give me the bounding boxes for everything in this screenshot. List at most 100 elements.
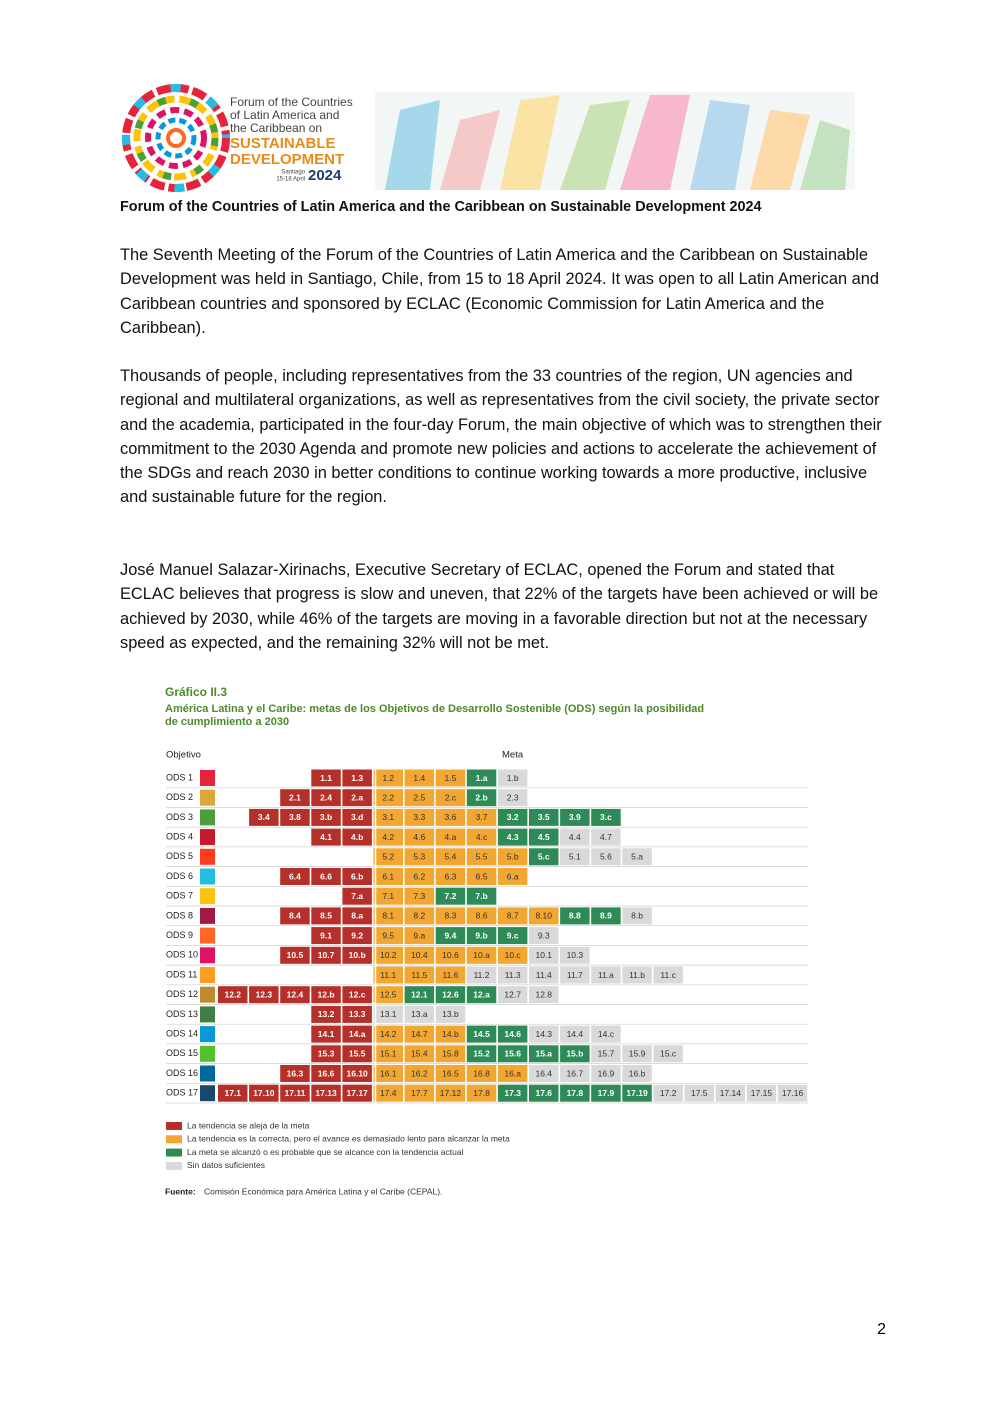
target-code: 6.3 <box>445 871 457 881</box>
target-code: 9.3 <box>538 930 550 940</box>
legend-label: La meta se alcanzó o es probable que se … <box>187 1147 464 1157</box>
legend-swatch <box>166 1135 182 1144</box>
target-cell <box>560 808 590 826</box>
target-code: 8.1 <box>382 911 394 921</box>
target-code: 12.a <box>473 989 490 999</box>
target-cell <box>373 986 403 1004</box>
target-cell <box>497 907 528 925</box>
target-cell <box>435 946 466 964</box>
target-cell <box>373 1045 403 1063</box>
target-code: 16.3 <box>287 1068 304 1078</box>
target-code: 4.a <box>445 832 457 842</box>
target-cell <box>435 868 466 885</box>
target-code: 1.4 <box>413 773 425 783</box>
target-cell <box>373 868 403 885</box>
sdg-icon <box>200 1065 215 1082</box>
target-code: 9.5 <box>382 930 394 940</box>
target-code: 11.3 <box>505 970 521 980</box>
target-code: 11.c <box>660 970 676 980</box>
banner <box>375 92 855 190</box>
target-cell <box>591 1084 621 1102</box>
sdg-icon <box>200 848 215 865</box>
target-cell <box>466 848 497 866</box>
target-cell <box>218 986 248 1004</box>
target-cell <box>404 966 435 984</box>
target-cell <box>280 946 310 964</box>
target-code: 17.11 <box>285 1088 306 1098</box>
target-code: 15.7 <box>598 1049 615 1059</box>
target-code: 12.4 <box>287 989 304 999</box>
sdg-icon <box>200 1026 215 1043</box>
target-code: 3.9 <box>569 812 581 822</box>
target-code: 15.2 <box>473 1049 490 1059</box>
target-code: 5.2 <box>382 852 394 862</box>
target-code: 15.9 <box>629 1049 646 1059</box>
target-code: 9.c <box>507 930 519 940</box>
figure-title: de cumplimiento a 2030 <box>165 716 289 728</box>
target-code: 10.2 <box>380 950 397 960</box>
target-code: 17.9 <box>598 1088 615 1098</box>
target-code: 11.6 <box>442 970 458 980</box>
target-code: 3.c <box>600 812 612 822</box>
target-code: 6.5 <box>476 871 488 881</box>
target-cell <box>653 966 683 984</box>
target-code: 4.4 <box>569 832 581 842</box>
target-code: 5.1 <box>569 852 581 862</box>
target-code: 9.4 <box>445 930 457 940</box>
target-cell <box>435 1025 466 1043</box>
target-cell <box>373 887 403 905</box>
target-cell <box>311 789 341 807</box>
target-cell <box>404 868 435 885</box>
target-code: 9.a <box>413 930 425 940</box>
target-code: 11.a <box>598 970 614 980</box>
target-cell <box>466 966 497 984</box>
target-code: 3.1 <box>382 812 394 822</box>
target-code: 10.7 <box>318 950 335 960</box>
target-cell <box>373 927 403 945</box>
target-cell <box>591 808 621 826</box>
target-cell <box>497 927 528 945</box>
target-code: 15.4 <box>411 1049 428 1059</box>
target-cell <box>529 966 559 984</box>
target-code: 15.1 <box>380 1049 397 1059</box>
sdg-icon <box>200 986 215 1003</box>
target-cell <box>435 986 466 1004</box>
target-code: 1.3 <box>351 773 363 783</box>
target-code: 2.1 <box>289 792 301 802</box>
target-code: 6.6 <box>320 871 332 881</box>
target-code: 9.1 <box>320 930 332 940</box>
target-code: 13.b <box>442 1009 459 1019</box>
target-cell <box>466 927 497 945</box>
target-code: 10.1 <box>535 950 552 960</box>
target-cell <box>280 907 310 925</box>
sdg-icon <box>200 789 215 806</box>
target-cell <box>529 848 559 866</box>
target-code: 16.4 <box>535 1068 552 1078</box>
target-code: 15.b <box>566 1049 583 1059</box>
target-cell <box>311 946 341 964</box>
target-cell <box>591 966 621 984</box>
target-code: 3.6 <box>445 812 457 822</box>
target-code: 17.2 <box>660 1088 677 1098</box>
target-code: 3.8 <box>289 812 301 822</box>
target-cell <box>466 828 497 846</box>
target-cell <box>591 828 621 846</box>
target-code: 16.2 <box>411 1068 428 1078</box>
target-code: 14.2 <box>380 1029 397 1039</box>
target-cell <box>342 769 372 787</box>
target-cell <box>311 1084 341 1102</box>
target-cell <box>342 808 372 826</box>
target-cell <box>715 1084 746 1102</box>
target-cell <box>497 946 528 964</box>
target-code: 3.4 <box>258 812 270 822</box>
target-cell <box>466 808 497 826</box>
target-cell <box>497 1084 528 1102</box>
target-code: 6.4 <box>289 871 301 881</box>
target-code: 16.7 <box>567 1068 584 1078</box>
target-code: 17.7 <box>411 1088 428 1098</box>
target-code: 15.5 <box>349 1049 366 1059</box>
target-cell <box>373 1084 403 1102</box>
target-cell <box>404 848 435 866</box>
target-cell <box>529 946 559 964</box>
